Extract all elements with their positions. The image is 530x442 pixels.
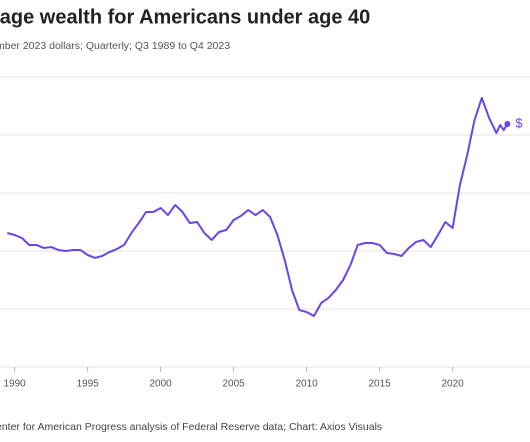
chart-title: rage wealth for Americans under age 40 [0,6,370,28]
end-label: $ [515,115,523,130]
x-tick-label: 2015 [368,379,391,390]
x-tick-label: 2005 [222,379,245,390]
x-tick-label: 2000 [149,379,172,390]
data-line [7,96,509,317]
x-tick-label: 1995 [76,379,99,390]
x-tick-label: 2020 [441,379,464,390]
chart-subtitle: mber 2023 dollars; Quarterly; Q3 1989 to… [0,40,230,52]
x-tick-label: 1990 [3,379,26,390]
x-tick-label: 2010 [295,379,318,390]
chart-source: enter for American Progress analysis of … [0,421,382,433]
end-point [504,120,511,127]
